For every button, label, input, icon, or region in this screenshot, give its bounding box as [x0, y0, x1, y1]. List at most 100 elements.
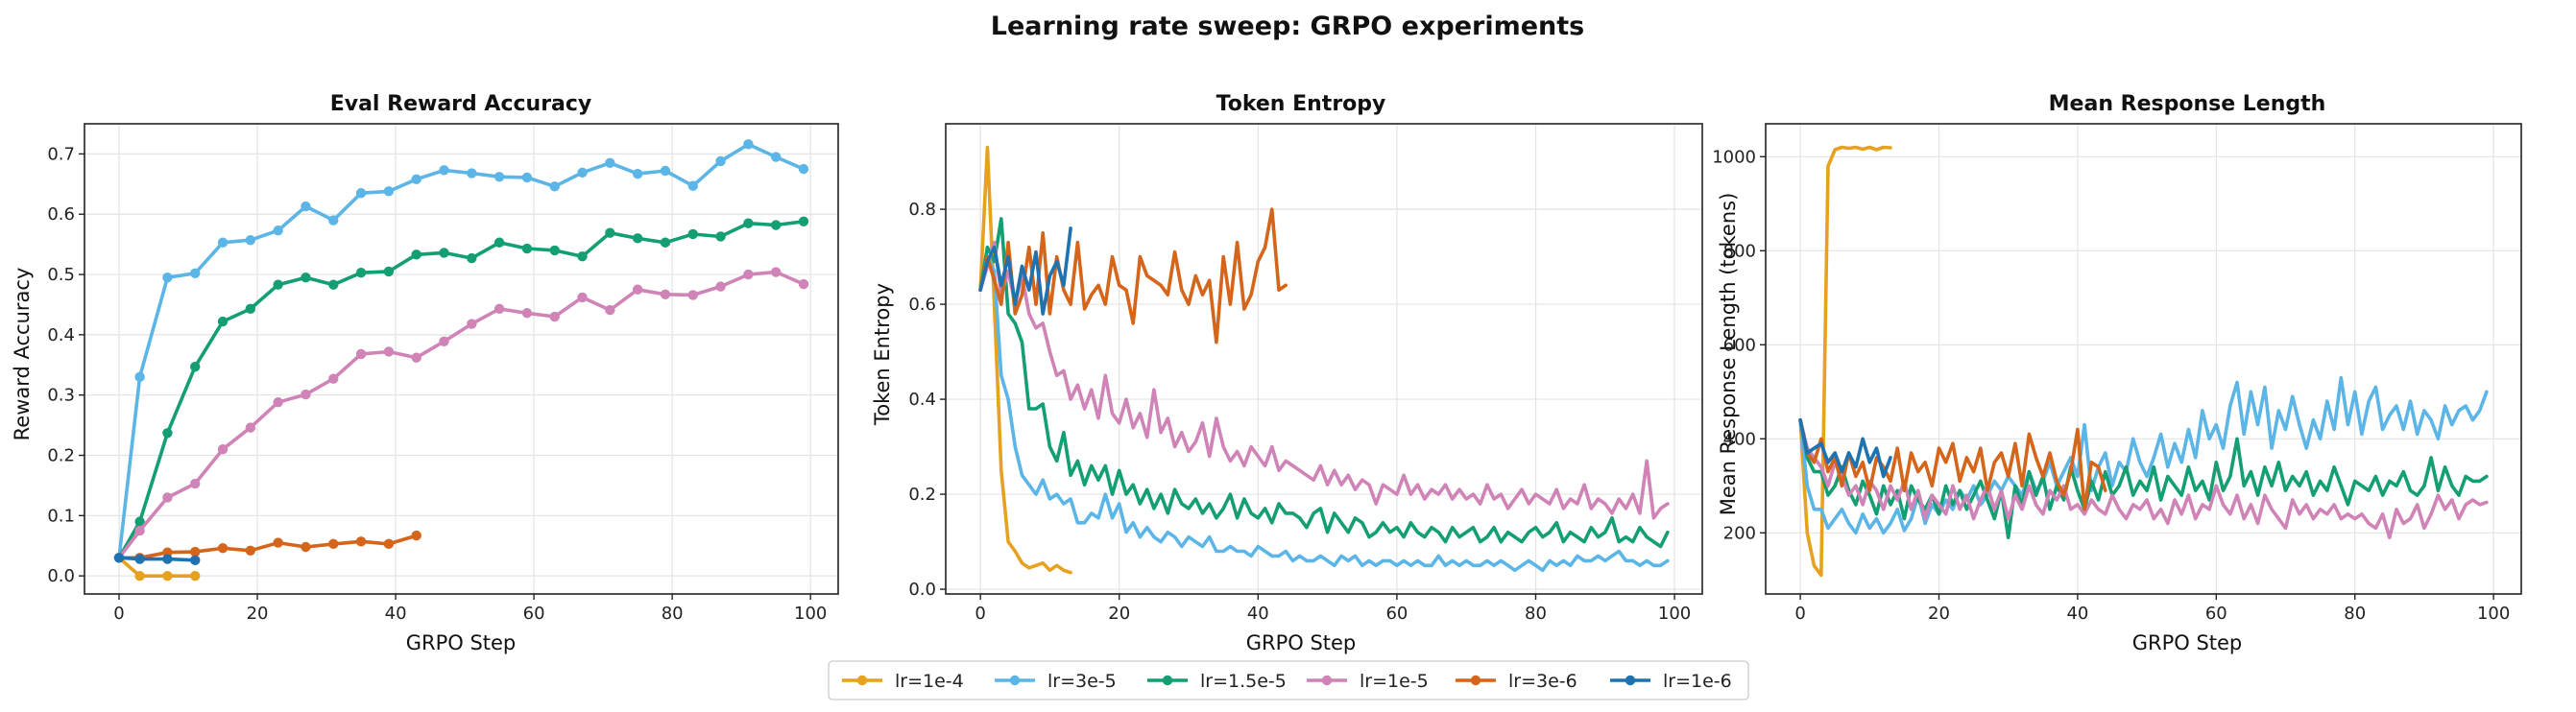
data-point-lr-3e-5	[798, 163, 809, 175]
x-tick-label: 20	[1928, 604, 1950, 624]
y-tick-label: 0.7	[47, 144, 75, 164]
x-tick-label: 40	[1247, 604, 1269, 624]
data-point-lr-1e-5	[355, 348, 367, 360]
x-tick-label: 80	[662, 604, 684, 624]
data-point-lr-1-5e-5	[190, 361, 201, 372]
data-point-lr-3e-6	[328, 538, 339, 550]
data-point-lr-1e-5	[273, 397, 283, 408]
data-point-lr-1-5e-5	[687, 228, 698, 240]
data-point-lr-1e-6	[190, 555, 201, 566]
legend-item-lr-1-5e-5: lr=1.5e-5	[1147, 671, 1287, 692]
y-tick-label: 0.3	[47, 386, 75, 406]
data-point-lr-1-5e-5	[467, 252, 477, 264]
panel-eval-reward-accuracy: Eval Reward Accuracy GRPO Step Reward Ac…	[11, 92, 839, 654]
data-point-lr-3e-5	[605, 157, 615, 169]
y-axis-label: Reward Accuracy	[11, 268, 34, 441]
data-point-lr-1e-5	[217, 444, 229, 455]
data-point-lr-3e-5	[328, 215, 339, 225]
x-tick-label: 0	[1794, 604, 1805, 624]
data-point-lr-1-5e-5	[743, 218, 754, 228]
x-axis-label: GRPO Step	[1246, 631, 1357, 654]
x-tick-label: 40	[2066, 604, 2088, 624]
data-point-lr-3e-6	[355, 536, 367, 547]
data-point-lr-1-5e-5	[770, 220, 782, 230]
data-point-lr-3e-5	[770, 152, 782, 162]
y-tick-label: 0.1	[47, 506, 75, 526]
legend-swatch-marker	[1009, 675, 1021, 686]
y-axis-label: Token Entropy	[871, 283, 894, 426]
data-point-lr-1e-5	[134, 525, 145, 536]
data-point-lr-3e-5	[383, 186, 395, 197]
data-point-lr-1e-4	[134, 570, 145, 581]
data-point-lr-1e-5	[660, 289, 671, 299]
y-tick-label: 800	[1723, 241, 1756, 261]
data-point-lr-1e-5	[383, 346, 395, 357]
series-line-lr-1e-5	[978, 240, 1670, 520]
legend-swatch-marker	[1470, 675, 1481, 686]
legend-label: lr=3e-6	[1508, 671, 1577, 692]
y-tick-label: 0.4	[47, 325, 75, 345]
y-tick-label: 400	[1723, 429, 1756, 449]
data-point-lr-1e-5	[605, 304, 615, 316]
data-point-lr-1-5e-5	[355, 267, 367, 278]
legend-label: lr=1e-5	[1360, 671, 1429, 692]
data-point-lr-3e-6	[411, 530, 421, 541]
y-tick-label: 0.0	[908, 580, 936, 600]
legend-item-lr-1e-4: lr=1e-4	[842, 671, 964, 692]
data-point-lr-3e-5	[162, 272, 173, 283]
data-point-lr-1e-4	[162, 570, 173, 581]
data-point-lr-3e-5	[494, 172, 505, 182]
data-point-lr-3e-5	[467, 168, 477, 178]
legend: lr=1e-4 lr=3e-5 lr=1.5e-5 lr=1e-5 lr=3e-6 lr=…	[828, 660, 1749, 700]
data-point-lr-1e-5	[687, 290, 698, 300]
data-point-lr-1-5e-5	[134, 516, 145, 527]
legend-item-lr-1e-6: lr=1e-6	[1610, 671, 1732, 692]
data-point-lr-1-5e-5	[411, 249, 421, 260]
grid	[84, 124, 838, 594]
data-point-lr-1e-5	[411, 352, 421, 363]
data-point-lr-1-5e-5	[605, 227, 615, 238]
data-point-lr-3e-5	[577, 167, 588, 178]
series-line-lr-1e-5	[1798, 417, 2489, 540]
x-tick-label: 20	[1108, 604, 1130, 624]
y-tick-label: 200	[1723, 523, 1756, 543]
plot-frame	[945, 123, 1703, 595]
data-point-lr-1e-5	[439, 336, 449, 346]
series-group	[978, 145, 1670, 575]
legend-item-lr-1e-5: lr=1e-5	[1307, 671, 1429, 692]
x-tick-label: 100	[1658, 604, 1691, 624]
data-point-lr-1e-5	[162, 492, 173, 503]
grid	[946, 124, 1702, 594]
data-point-lr-1-5e-5	[217, 316, 229, 327]
series-line-lr-1e-5	[117, 270, 806, 560]
y-tick-label: 0.4	[908, 390, 936, 410]
data-point-lr-3e-6	[383, 538, 395, 550]
data-point-lr-1-5e-5	[301, 272, 311, 283]
data-point-lr-1-5e-5	[577, 251, 588, 262]
data-point-lr-1e-5	[467, 319, 477, 329]
data-point-lr-1-5e-5	[162, 428, 173, 439]
data-point-lr-1-5e-5	[245, 303, 256, 315]
data-point-lr-3e-5	[521, 172, 533, 183]
legend-item-lr-3e-5: lr=3e-5	[995, 671, 1117, 692]
legend-label: lr=3e-5	[1047, 671, 1117, 692]
data-point-lr-1-5e-5	[521, 243, 533, 254]
data-point-lr-3e-5	[134, 371, 145, 383]
legend-frame	[828, 660, 1749, 700]
data-point-lr-3e-6	[217, 543, 229, 554]
x-tick-label: 20	[247, 604, 269, 624]
y-tick-label: 600	[1723, 335, 1756, 355]
x-axis-label: GRPO Step	[406, 631, 517, 654]
y-axis-label: Mean Response Length (tokens)	[1717, 193, 1740, 516]
series-group	[1798, 145, 2489, 578]
x-tick-label: 80	[1525, 604, 1547, 624]
data-point-lr-1-5e-5	[660, 237, 671, 248]
series-line-lr-1e-6	[978, 226, 1072, 316]
data-point-lr-3e-6	[273, 537, 283, 548]
legend-swatch-marker	[1625, 675, 1636, 686]
y-tick-label: 0.8	[908, 200, 936, 220]
data-point-lr-1e-6	[113, 553, 125, 563]
panel-token-entropy: Token Entropy GRPO Step Token Entropy 0 2…	[871, 92, 1703, 654]
data-point-lr-1e-5	[798, 278, 809, 290]
